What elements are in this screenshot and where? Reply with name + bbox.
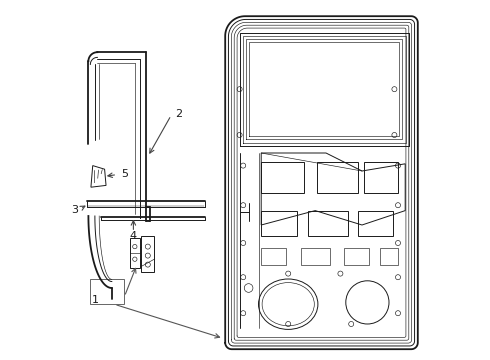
Bar: [364, 162, 398, 193]
Bar: [301, 248, 330, 265]
Text: 1: 1: [91, 295, 98, 305]
Bar: [261, 162, 304, 193]
Text: 2: 2: [175, 109, 182, 120]
Text: 3: 3: [72, 204, 78, 215]
Text: 4: 4: [130, 231, 137, 241]
Bar: [358, 211, 392, 236]
Bar: [90, 279, 124, 304]
Bar: [380, 248, 398, 265]
Bar: [130, 238, 140, 268]
Bar: [141, 236, 154, 272]
Bar: [261, 211, 297, 236]
Text: 5: 5: [121, 169, 128, 179]
Bar: [308, 211, 347, 236]
Bar: [344, 248, 369, 265]
Bar: [317, 162, 358, 193]
Bar: [261, 248, 286, 265]
